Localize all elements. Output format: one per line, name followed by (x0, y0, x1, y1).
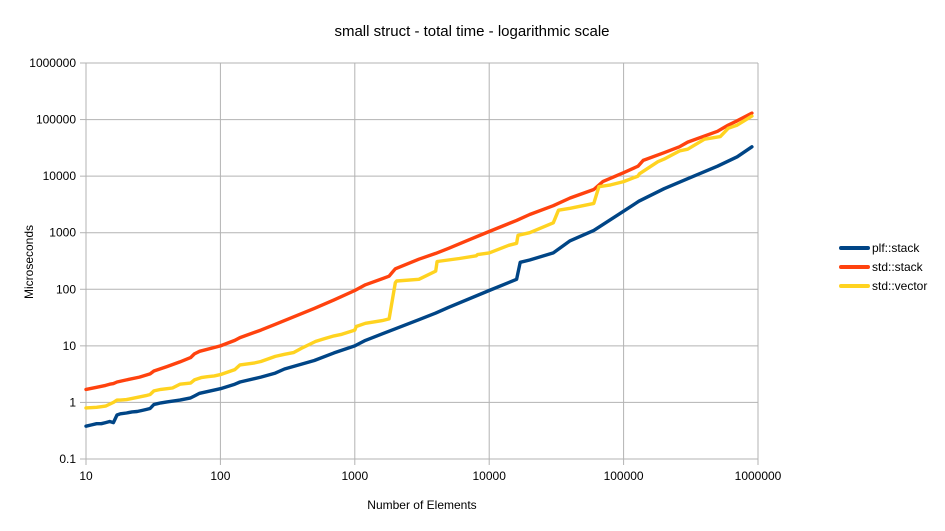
y-tick-label: 1000 (49, 226, 76, 240)
y-tick-label: 1000000 (29, 56, 76, 70)
x-tick-label: 10000 (473, 469, 507, 483)
grid-lines (85, 62, 759, 460)
legend-label: std::stack (872, 260, 924, 274)
chart-title: small struct - total time - logarithmic … (334, 23, 609, 40)
legend-label: std::vector (872, 279, 927, 293)
x-tick-label: 1000 (341, 469, 368, 483)
x-tick-label: 10 (79, 469, 93, 483)
series-line-plf-stack (84, 145, 754, 428)
x-tick-label: 1000000 (735, 469, 782, 483)
x-tick-label: 100000 (604, 469, 644, 483)
y-tick-label: 1 (69, 395, 76, 409)
series-line-std-vector (84, 114, 754, 410)
y-tick-label: 10 (63, 339, 77, 353)
y-tick-label: 100 (56, 282, 76, 296)
x-axis-title: Number of Elements (367, 498, 476, 512)
y-axis-title: Microseconds (22, 225, 36, 299)
axes: 0.1 1 10 100 1000 10000 100000 1000000 10 100 1000… (29, 56, 781, 483)
series-line-std-stack (84, 111, 754, 392)
x-tick-label: 100 (210, 469, 230, 483)
y-tick-label: 10000 (43, 169, 77, 183)
legend-label: plf::stack (872, 241, 920, 255)
y-tick-label: 0.1 (59, 452, 76, 466)
series-lines (84, 111, 754, 428)
y-tick-label: 100000 (36, 113, 76, 127)
